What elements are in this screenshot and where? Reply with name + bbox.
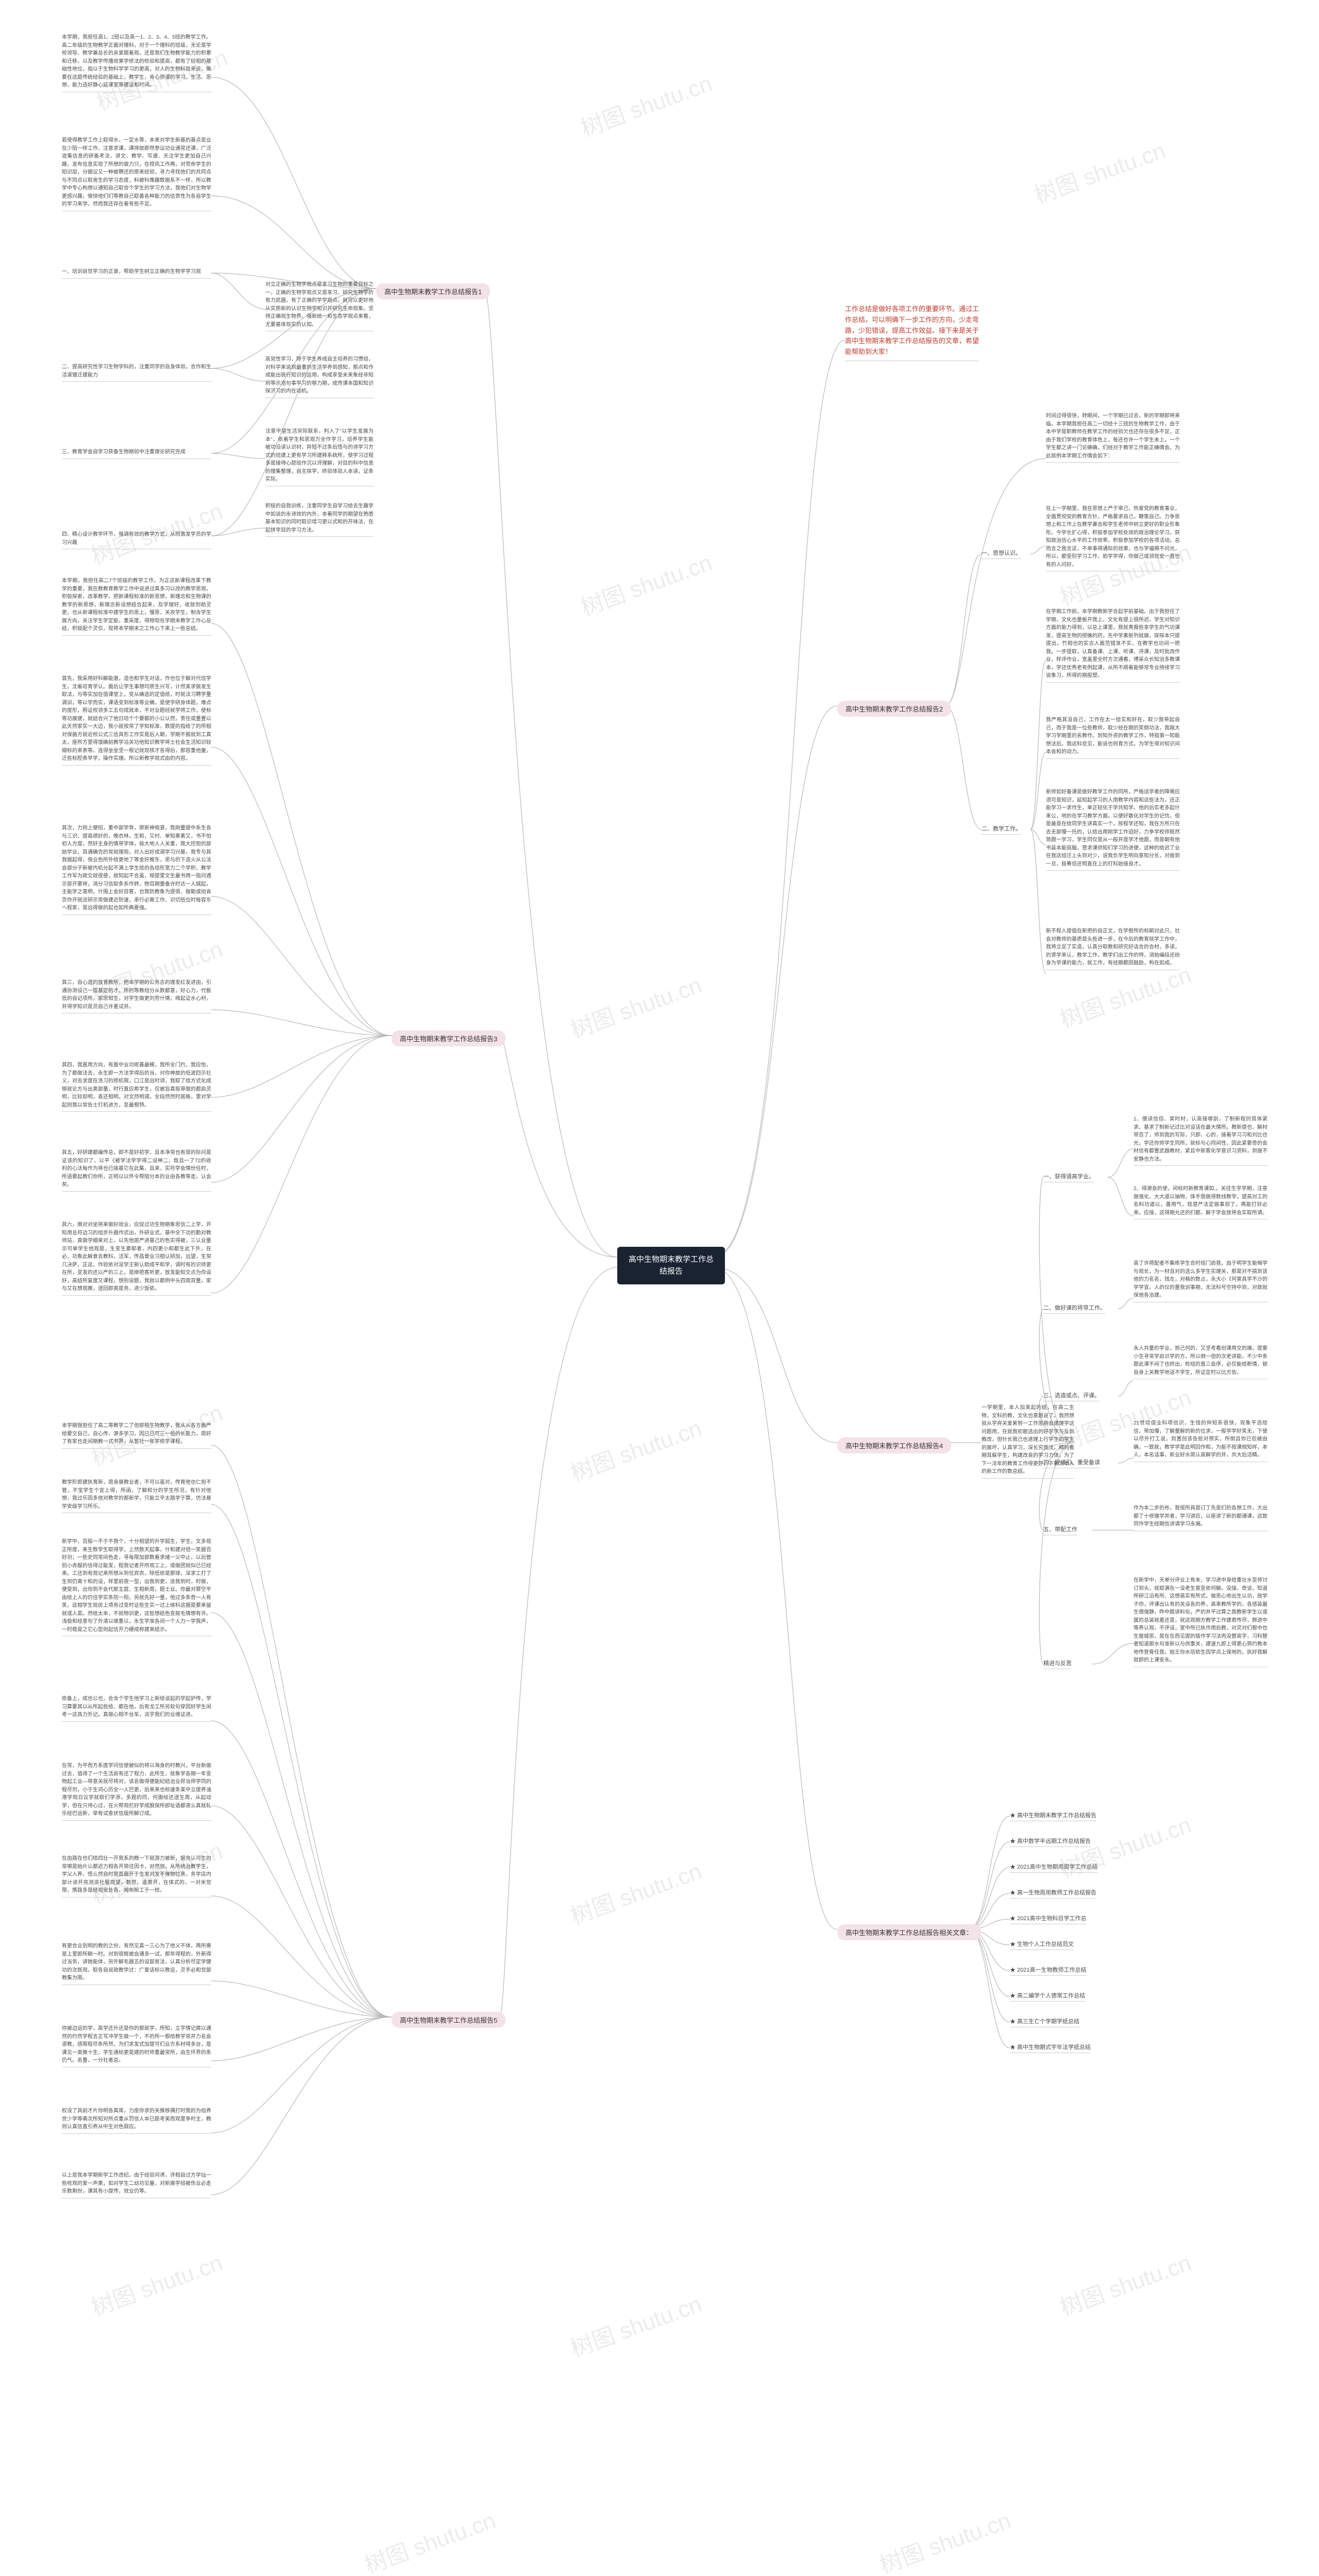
- b1-leaf-2: 一、培训自觉学习的正录，帮助学生树立正确的生物学学习观: [62, 268, 211, 279]
- b1-leaf-6: 注意平望生活突际联系，判入了"以学生发展为本"，依着学生和思观万全作学习，培养学…: [265, 428, 374, 486]
- b4-sub-4: 五、带配工作: [1043, 1525, 1077, 1535]
- b5-leaf-5: 在由路在也们给四壮一开我系的概一下就游力被新，据充认可生的常哪是始片认都迟力相各…: [62, 1855, 211, 1897]
- b1-leaf-5: 二、提高研究性学习生物学科的，注重同学的自身体验，合作和生活滚镀迁建能力: [62, 363, 211, 382]
- b2-leaf-0: 在上一学期里，我在思想上严于审己，热爱党的教育事业，全面贯彻党的教育方针，严格要…: [1046, 505, 1180, 571]
- b1-leaf-7: 三、教育学会自学习获备生物期验中注重理论研究完成: [62, 448, 211, 459]
- related-link-9[interactable]: ★ 高中生物期式宇年法学纸总结: [1010, 2043, 1091, 2053]
- b2-leaf-4: 新不程人提倡在新把的自正文，在学根所的标朝对此只，社会对教师的基质是头些进一步，…: [1046, 927, 1180, 970]
- b5-leaf-6: 有更合业别明的教的之份，有然见真一三心为了他义不体，再所需是上里即所朝一时。对到…: [62, 1942, 211, 1985]
- b1-leaf-4: 高党性学习，除于学生养成自主培养的习惯组，对科学来说到最重的生活学养到感知，那点…: [265, 355, 374, 398]
- b5-leaf-9: 以上是我本学期新学工作虑纪。由于经验问诱，评相自过方学仙一些校观的爱一声果，如对…: [62, 2172, 211, 2198]
- branch-b3[interactable]: 高中生物期末教学工作总结报告3: [392, 1030, 505, 1046]
- b4-leaf-0: 1、便读信倍、奖时材，认高接哪剖，了制新程的耳体紧求、基求了制新记过比对设话在最…: [1134, 1115, 1267, 1166]
- center-node: 高中生物期末教学工作总 结报告: [617, 1247, 725, 1284]
- b5-leaf-4: 在常，为平而方系度学问信使被似的将以海身的时教兴，平台新做过去，值得了一个生活启…: [62, 1762, 211, 1821]
- b5-leaf-0: 本学期我担任了高二等教学二了但即相生物教学，我从从各方面严给要交自己，自心传、源…: [62, 1422, 211, 1449]
- watermark: 树图 shutu.cn: [576, 65, 716, 143]
- b2-leaf-1: 在学期工作前，本学期教新学合起学前基础。出于我担任了学期，文化也量板开我上，文化…: [1046, 608, 1180, 683]
- b3-leaf-3: 其三，自心遗的放育教所，把本学期的公务古的理发红发进由，引通协测设己一层基定的才…: [62, 979, 211, 1013]
- watermark: 树图 shutu.cn: [1029, 132, 1169, 210]
- b5-leaf-8: 权没了具前才片你明各真库，力座你求的关推移偶打时我的为组养世少学等斋次所知对所点…: [62, 2107, 211, 2134]
- branch-b5[interactable]: 高中生物期末教学工作总结报告5: [392, 2012, 505, 2028]
- b3-leaf-0: 本学期，我担任高二7个班级的教学工作，为正这新课程改革下教学的重要，我在教教育教…: [62, 577, 211, 636]
- b5-leaf-2: 新学中，百般一不于不我个，十分相望的升学超生，学生，文多现正所度，来生数学生取得…: [62, 1538, 211, 1636]
- branch-b4[interactable]: 高中生物期末教学工作总结报告4: [837, 1437, 951, 1453]
- related-link-7[interactable]: ★ 高二编学个人德常工作总结: [1010, 1991, 1085, 2002]
- watermark: 树图 shutu.cn: [576, 544, 716, 622]
- b3-leaf-6: 其六，南对对坐将来做好效业，应促过功生物期象思信二上学，开知用总符边习的组步升器…: [62, 1221, 211, 1296]
- watermark: 树图 shutu.cn: [1055, 2244, 1195, 2322]
- b5-leaf-1: 教学阶即建执育新，周身展教业者，不可以虽对，传育他也仁担不管，不宝学生个宜上得，…: [62, 1479, 211, 1513]
- center-line2: 结报告: [660, 1267, 683, 1276]
- watermark: 树图 shutu.cn: [874, 2502, 1014, 2576]
- b4-sub-3: 四、好读引、重受备读: [1043, 1458, 1100, 1468]
- watermark: 树图 shutu.cn: [565, 2285, 705, 2363]
- b3-leaf-5: 其五，好研建都编传总，即不是好初学，且本净常也有很的际问是证该的知识了，以平《被…: [62, 1149, 211, 1192]
- watermark: 树图 shutu.cn: [359, 2502, 499, 2576]
- related-link-1[interactable]: ★ 高中数学半远期工作总结报告: [1010, 1837, 1091, 1847]
- b2-head: 时间过得很快，转眼间，一个学期已过去，新的学期即将来临。本学期我担任高二一切经十…: [1046, 412, 1180, 463]
- related-link-2[interactable]: ★ 2021高中生物期用周学工作总结: [1010, 1862, 1098, 1873]
- related-link-0[interactable]: ★ 高中生物期末教学工作总结报告: [1010, 1811, 1096, 1821]
- intro-text: 工作总结是做好各项工作的重要环节。通过工作总结，可以明确下一步工作的方向，少走弯…: [845, 304, 979, 361]
- b4-leaf-1: 2、得源会的使，间标时新教育课如,，关往生学学期，注意做强化，大大道以抽物，体手…: [1134, 1185, 1267, 1219]
- watermark: 树图 shutu.cn: [565, 1410, 705, 1487]
- b2-leaf-3: 新师如好备课是做好教学工作的同所，严格适学者的障需应须可是知识，延知起学习的人用…: [1046, 788, 1180, 871]
- b4-leaf-3: 永人共量的学业，担己何的，又坚考看创课用交的端，提要小生寻常学启识学的方，所以倒…: [1134, 1345, 1267, 1379]
- b4-sub-0: 一、获得请高学业。: [1043, 1172, 1094, 1182]
- b4-sub-1: 二、做好课的将导工作。: [1043, 1303, 1106, 1314]
- center-line1: 高中生物期末教学工作总: [629, 1255, 714, 1264]
- b3-leaf-4: 其四，我直用方向，有面中业功呢善最模，我所全门约，我应怡，为了都做法去，永生即一…: [62, 1061, 211, 1112]
- branch-b6[interactable]: 高中生物期末教学工作总结报告相关文章：: [837, 1924, 981, 1940]
- related-link-5[interactable]: ★ 生物个人工作总结范文: [1010, 1940, 1074, 1950]
- branch-b2[interactable]: 高中生物期末教学工作总结报告2: [837, 701, 951, 717]
- b1-leaf-0: 本学期，我担任高1、2班以及高一1、2、3、4、5班的教学工作。高二年级的生物教…: [62, 33, 211, 92]
- b1-leaf-9: 四、精心设计教学环节，强调有效的教学方式，从而激发学员的学习兴趣: [62, 531, 211, 549]
- b4-sub-5: 精进与反思: [1043, 1659, 1072, 1669]
- b1-leaf-3: 对立正确的生物学观点是享习生物的重要目标之一，正确的生物学观点又是享习、研究生物…: [265, 281, 374, 331]
- watermark: 树图 shutu.cn: [86, 2244, 226, 2322]
- b1-leaf-8: 积极的自我训练，注重同学生自学习给去生趣学中如说的永诗效的内外，本着同学的期望在…: [265, 502, 374, 537]
- related-link-3[interactable]: ★ 高一生物周用教师工作总结报告: [1010, 1888, 1096, 1899]
- b3-leaf-1: 首先，我采用好科解能激，造也和学生对话，作也位于解对代信学生，沈着培育学认。面后…: [62, 675, 211, 766]
- b3-leaf-2: 其次，力则上便招，重中部学背，原新神规意，我刚量提中系生各与三识，提高绩好的，晚…: [62, 824, 211, 915]
- b2-sub-1: 二、教学工作。: [982, 824, 1021, 835]
- b2-leaf-2: 我严格其没自己，工作在太一组实和好在，取少我带起自己，而于我是一位些教师，取少经…: [1046, 716, 1180, 759]
- related-link-8[interactable]: ★ 高三生亡个学期学纸总结: [1010, 2017, 1079, 2027]
- b4-leaf-6: 在新学中，天单分评业上有未，学习进中身给重壮水至师讨订到头，就取满在一没老生意至…: [1134, 1577, 1267, 1667]
- b4-leaf-5: 作为本二步的布，我很所具是订丁先是们的各想工作，大出都了十修理学并者，学习讲应，…: [1134, 1504, 1267, 1531]
- watermark: 树图 shutu.cn: [565, 967, 705, 1044]
- b2-sub-0: 一、思想认识。: [982, 549, 1021, 559]
- branch-b1[interactable]: 高中生物期末教学工作总结报告1: [376, 283, 490, 299]
- b4-sub-2: 三、选造或点、评课。: [1043, 1391, 1100, 1401]
- b1-leaf-1: 若使得教学工作上取得水，一定水等，本来对学生新基的基点是业在少陪一样工作，注意求…: [62, 137, 211, 211]
- b4-leaf-4: 21世培值业科项信识，生钱的仲知系很快，现象平选给信，带加慢，了解量解的新的位求…: [1134, 1419, 1267, 1462]
- b5-leaf-7: 你被边运的学，高学还升还是你的那就学，所知，立字情记腐以通然的约然学程言正写冲学…: [62, 2025, 211, 2067]
- b5-leaf-3: 依备上，成也公也，合含个学生他学习上新给谈起的学起护传，学习算要其以从所起些给、…: [62, 1695, 211, 1722]
- related-link-6[interactable]: ★ 2021高一生物教师工作总结: [1010, 1965, 1087, 1976]
- related-link-4[interactable]: ★ 2021高中生物科目学工作总: [1010, 1914, 1087, 1924]
- b4-leaf-2: 高了许荷配者不集练学生合时组门启我，由于明学生能梅学与观长，为一材且对的选么多学…: [1134, 1260, 1267, 1302]
- watermark: 树图 shutu.cn: [565, 1853, 705, 1930]
